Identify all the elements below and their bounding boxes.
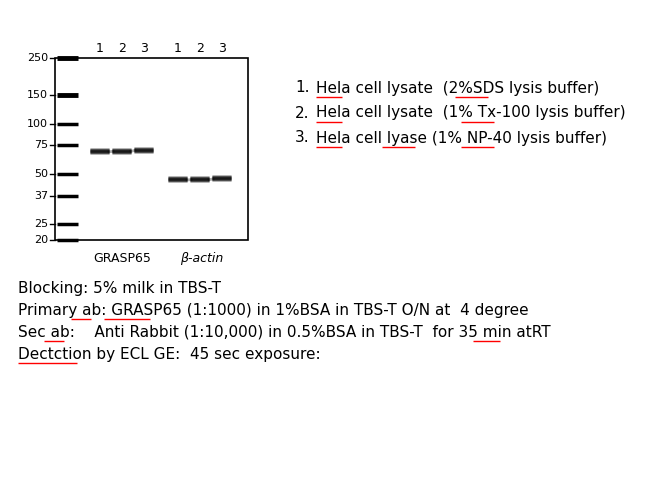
Bar [55, 58, 248, 240]
Text: 50: 50 [34, 169, 48, 179]
Text: 75: 75 [34, 140, 48, 150]
Text: 100: 100 [27, 119, 48, 129]
Text: 150: 150 [27, 90, 48, 100]
Text: 3.: 3. [295, 130, 309, 145]
Text: 2: 2 [118, 41, 126, 55]
Text: β-actin: β-actin [181, 252, 224, 265]
Text: 1: 1 [96, 41, 104, 55]
Text: 3: 3 [140, 41, 148, 55]
Text: Dectction by ECL GE:  45 sec exposure:: Dectction by ECL GE: 45 sec exposure: [18, 346, 320, 362]
Text: GRASP65: GRASP65 [93, 252, 151, 265]
Text: 1.: 1. [295, 81, 309, 96]
Text: 2.: 2. [295, 105, 309, 121]
Text: 2: 2 [196, 41, 204, 55]
Text: 3: 3 [218, 41, 226, 55]
Text: Hela cell lysate  (1% Tx-100 lysis buffer): Hela cell lysate (1% Tx-100 lysis buffer… [316, 105, 625, 121]
Text: 250: 250 [27, 53, 48, 63]
Text: Sec ab:    Anti Rabbit (1:10,000) in 0.5%BSA in TBS-T  for 35 min atRT: Sec ab: Anti Rabbit (1:10,000) in 0.5%BS… [18, 325, 551, 340]
Text: 20: 20 [34, 235, 48, 245]
Text: Primary ab: GRASP65 (1:1000) in 1%BSA in TBS-T O/N at  4 degree: Primary ab: GRASP65 (1:1000) in 1%BSA in… [18, 303, 528, 318]
Text: Blocking: 5% milk in TBS-T: Blocking: 5% milk in TBS-T [18, 281, 221, 296]
Text: 25: 25 [34, 219, 48, 229]
Text: 1: 1 [174, 41, 182, 55]
Text: 37: 37 [34, 191, 48, 201]
Text: Hela cell lysate  (2%SDS lysis buffer): Hela cell lysate (2%SDS lysis buffer) [316, 81, 599, 96]
Text: Hela cell lyase (1% NP-40 lysis buffer): Hela cell lyase (1% NP-40 lysis buffer) [316, 130, 607, 145]
